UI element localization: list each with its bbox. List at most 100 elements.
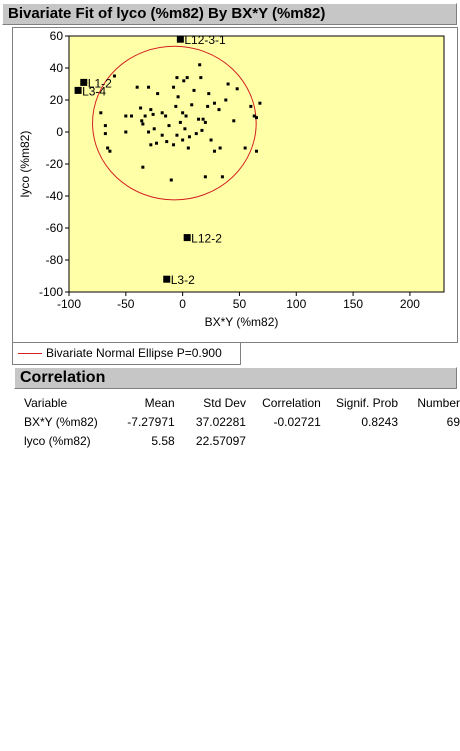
data-point[interactable]	[199, 76, 203, 80]
data-point[interactable]	[103, 124, 107, 128]
data-point[interactable]	[197, 117, 201, 121]
data-point[interactable]	[135, 85, 139, 89]
outlier-point[interactable]	[163, 275, 171, 283]
data-point[interactable]	[232, 119, 236, 123]
col-header-mean: Mean	[144, 395, 175, 410]
data-point[interactable]	[181, 111, 185, 115]
data-point[interactable]	[147, 130, 151, 134]
data-point[interactable]	[99, 111, 103, 115]
data-point[interactable]	[224, 98, 228, 102]
data-point[interactable]	[174, 104, 178, 108]
bivariate-fit-header[interactable]: Bivariate Fit of lyco (%m82) By BX*Y (%m…	[2, 3, 457, 25]
data-point[interactable]	[190, 103, 194, 107]
data-point[interactable]	[212, 101, 216, 105]
data-point[interactable]	[182, 79, 186, 83]
outlier-label: L12-3-1	[184, 33, 226, 47]
normal-ellipse	[92, 45, 257, 201]
y-axis-label: lyco (%m82)	[18, 131, 32, 198]
data-point[interactable]	[184, 114, 188, 118]
data-point[interactable]	[160, 111, 164, 115]
y-tick-label: 40	[50, 61, 64, 75]
data-point[interactable]	[255, 116, 258, 120]
data-point[interactable]	[206, 104, 210, 108]
data-point[interactable]	[203, 175, 207, 179]
data-point[interactable]	[164, 114, 168, 118]
data-point[interactable]	[194, 132, 198, 136]
data-point[interactable]	[175, 133, 179, 137]
y-tick-label: -20	[46, 157, 64, 171]
data-point[interactable]	[181, 138, 185, 142]
cell-signif-prob	[321, 431, 398, 450]
data-point[interactable]	[156, 92, 160, 96]
data-point[interactable]	[249, 104, 253, 108]
scatter-plot[interactable]: -100 -50 0 50 100 150 2006040200-20-40-60-80-1…	[13, 28, 459, 344]
data-point[interactable]	[130, 114, 133, 118]
data-point[interactable]	[218, 146, 222, 150]
data-point[interactable]	[226, 82, 230, 86]
data-point[interactable]	[106, 146, 110, 150]
data-point[interactable]	[112, 74, 116, 78]
data-point[interactable]	[151, 112, 155, 116]
data-point[interactable]	[201, 117, 205, 121]
outlier-label: L1-2	[88, 76, 112, 90]
y-tick-label: -100	[39, 285, 63, 299]
data-point[interactable]	[149, 108, 153, 112]
data-point[interactable]	[152, 127, 156, 131]
col-header-correlation: Correlation	[262, 395, 321, 410]
data-point[interactable]	[108, 149, 112, 153]
data-point[interactable]	[169, 178, 173, 182]
data-point[interactable]	[217, 108, 221, 112]
data-point[interactable]	[124, 130, 128, 134]
plot-area	[68, 35, 445, 293]
data-point[interactable]	[160, 133, 164, 137]
data-point[interactable]	[255, 149, 258, 153]
data-point[interactable]	[212, 149, 216, 153]
data-point[interactable]	[207, 92, 211, 96]
data-point[interactable]	[209, 138, 213, 142]
data-point[interactable]	[235, 87, 239, 91]
cell-variable: BX*Y (%m82)	[24, 414, 98, 429]
data-point[interactable]	[243, 146, 247, 150]
data-point[interactable]	[187, 135, 191, 139]
correlation-header[interactable]: Correlation	[14, 367, 457, 389]
data-point[interactable]	[252, 114, 256, 118]
data-point[interactable]	[258, 101, 262, 105]
outlier-point[interactable]	[183, 234, 191, 242]
data-point[interactable]	[192, 88, 196, 92]
data-point[interactable]	[140, 119, 144, 123]
col-header-number: Number	[417, 395, 460, 410]
data-point[interactable]	[186, 146, 190, 150]
data-point[interactable]	[141, 122, 145, 126]
data-point[interactable]	[143, 114, 147, 118]
data-point[interactable]	[185, 76, 189, 80]
data-point[interactable]	[172, 143, 176, 147]
data-point[interactable]	[172, 85, 176, 89]
data-point[interactable]	[147, 85, 151, 89]
data-point[interactable]	[198, 63, 202, 67]
data-point[interactable]	[183, 127, 187, 131]
y-tick-label: -40	[46, 189, 64, 203]
outlier-point[interactable]	[176, 35, 184, 43]
cell-correlation	[246, 431, 321, 450]
data-point[interactable]	[200, 128, 204, 132]
data-point[interactable]	[220, 175, 224, 179]
data-point[interactable]	[155, 141, 158, 145]
data-point[interactable]	[167, 124, 171, 128]
data-point[interactable]	[175, 76, 179, 80]
data-point[interactable]	[141, 165, 145, 169]
table-row: lyco (%m82) 5.58 22.57097	[24, 431, 460, 450]
data-point[interactable]	[203, 120, 207, 124]
data-point[interactable]	[149, 143, 153, 147]
cell-std-dev: 37.02281	[195, 414, 246, 429]
outlier-point[interactable]	[80, 78, 88, 86]
data-point[interactable]	[176, 95, 180, 99]
data-point[interactable]	[178, 120, 182, 124]
data-point[interactable]	[103, 132, 107, 136]
data-point[interactable]	[165, 140, 169, 144]
data-point[interactable]	[124, 114, 128, 118]
x-tick-label: 0	[179, 297, 186, 311]
data-point[interactable]	[139, 106, 143, 110]
y-tick-label: 0	[56, 125, 63, 139]
outlier-point[interactable]	[74, 86, 82, 94]
outlier-label: L12-2	[191, 232, 222, 246]
